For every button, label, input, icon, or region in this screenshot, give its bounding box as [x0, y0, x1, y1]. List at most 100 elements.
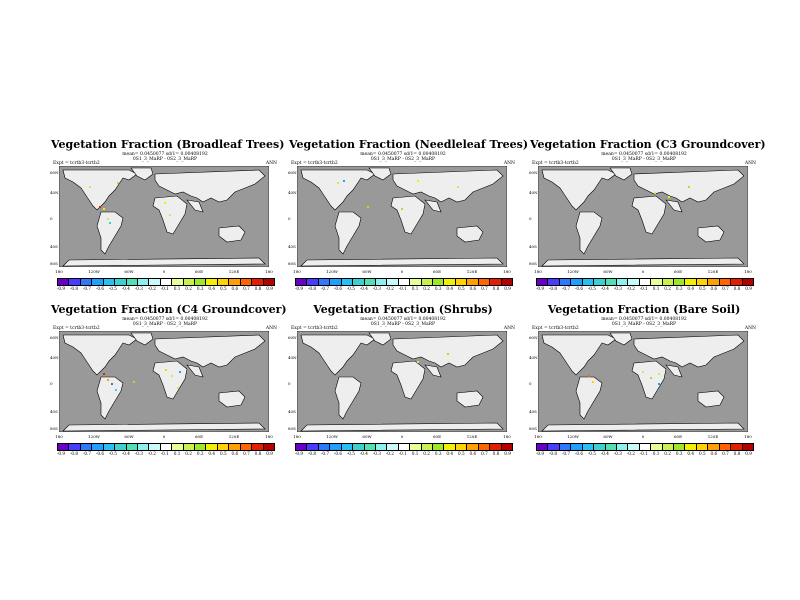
anomaly-cell: [668, 196, 670, 198]
anomaly-cell: [417, 361, 419, 363]
colorbar-tick-label: 0.9: [745, 451, 752, 456]
colorbar-swatch: [398, 279, 411, 285]
lon-tick-label: 120E: [228, 269, 240, 274]
land-mass: [541, 169, 617, 211]
land-mass: [392, 169, 504, 203]
colorbar-tick-label: -0.4: [121, 286, 130, 291]
colorbar-tick-label: 0.3: [196, 451, 204, 456]
map-plot: [59, 166, 269, 267]
colorbar-swatch: [92, 444, 104, 450]
lon-tick-label: 0: [400, 434, 404, 439]
colorbar-swatch: [490, 279, 502, 285]
land-mass: [154, 334, 266, 368]
colorbar-swatch: [296, 279, 308, 285]
lon-tick-label: 180: [293, 434, 301, 439]
land-mass: [575, 376, 603, 420]
lat-tick-label: 60N: [288, 335, 297, 340]
panel-shrubs: Vegetation Fraction (Shrubs) mean= 0.045…: [288, 303, 517, 463]
colorbar-tick-label: 0.1: [652, 451, 660, 456]
lat-tick-label: 40N: [50, 190, 59, 195]
lon-tick-label: 180: [744, 434, 752, 439]
land-mass: [541, 422, 745, 432]
anomaly-cell: [658, 373, 660, 375]
lon-tick-label: 120W: [88, 434, 100, 439]
colorbar-tick-label: 0.9: [266, 286, 273, 291]
colorbar-tick-label: -0.4: [600, 451, 609, 456]
lat-tick-label: 40S: [529, 244, 537, 249]
panel-broadleaf-trees: Vegetation Fraction (Broadleaf Trees) me…: [50, 138, 285, 298]
lon-tick-label: 120E: [707, 269, 719, 274]
lon-tick-label: 60E: [432, 434, 442, 439]
colorbar-swatch: [628, 444, 640, 450]
anomaly-cell: [367, 206, 369, 208]
lat-tick-label: 40S: [288, 409, 296, 414]
colorbar-swatch: [160, 444, 173, 450]
colorbar-tick-label: 0.2: [185, 451, 192, 456]
stats-diff: 0S1_3_MaRP - 0S2_3_MaRP: [370, 157, 436, 162]
colorbar-tick-label: -0.8: [69, 286, 79, 291]
panel-bare-soil: Vegetation Fraction (Bare Soil) mean= 0.…: [529, 303, 758, 463]
panel-needleleaf-trees: Vegetation Fraction (Needleleaf Trees) m…: [288, 138, 528, 298]
colorbar-tick-label: 0.8: [733, 451, 741, 456]
colorbar-swatch: [217, 279, 230, 285]
anomaly-cell: [133, 381, 135, 383]
anomaly-cell: [165, 369, 167, 371]
land-mass: [62, 334, 138, 376]
colorbar-swatch: [548, 279, 560, 285]
colorbar-tick-label: -0.9: [536, 286, 545, 291]
colorbar-swatch: [172, 279, 184, 285]
anomaly-cell: [642, 371, 644, 373]
colorbar-swatch: [137, 279, 150, 285]
anomaly-cell: [164, 202, 166, 204]
colorbar-tick-label: 0.8: [733, 286, 741, 291]
experiment-label: Expt = tcrtb3-tcrtb2: [53, 161, 100, 166]
land-mass: [456, 390, 484, 408]
colorbar-tick-label: -0.5: [108, 451, 117, 456]
lon-tick-label: 180: [265, 434, 273, 439]
colorbar-tick-label: -0.3: [372, 286, 381, 291]
lon-tick-label: 60W: [362, 434, 372, 439]
colorbar-swatch: [58, 279, 70, 285]
stats-mean: mean= 0.0450077 sd/1= 0.00408192: [360, 152, 446, 157]
land-mass: [390, 360, 426, 400]
lon-tick-label: 60E: [194, 269, 204, 274]
colorbar-swatch: [115, 444, 127, 450]
colorbar-swatch: [537, 279, 549, 285]
colorbar-swatch: [80, 444, 93, 450]
anomaly-cell: [688, 186, 690, 188]
colorbar-swatch: [501, 444, 513, 450]
colorbar-tick-label: 0.7: [243, 451, 250, 456]
colorbar-swatch: [80, 279, 93, 285]
colorbar-swatch: [410, 444, 422, 450]
colorbar-tick-label: 0.2: [664, 451, 671, 456]
colorbar-swatch: [731, 444, 743, 450]
colorbar-tick-label: 0.7: [481, 286, 488, 291]
panel-title: Vegetation Fraction (Broadleaf Trees): [51, 138, 285, 151]
colorbar-swatch: [103, 444, 116, 450]
colorbar-swatch: [252, 279, 264, 285]
lon-tick-label: 60W: [603, 434, 613, 439]
anomaly-cell: [117, 182, 119, 184]
colorbar-swatch: [172, 444, 184, 450]
land-mass: [665, 364, 683, 378]
anomaly-cell: [111, 383, 113, 385]
colorbar-tick-label: 0.3: [434, 286, 442, 291]
lat-tick-label: 80S: [288, 261, 296, 266]
land-mass: [62, 422, 266, 432]
colorbar-swatch: [548, 444, 560, 450]
colorbar-swatch: [501, 279, 513, 285]
experiment-label: Expt = tcrtb3-tcrtb2: [532, 326, 579, 331]
colorbar-tick-label: -0.6: [574, 451, 583, 456]
lat-tick-label: 40S: [50, 409, 58, 414]
colorbar-swatch: [115, 279, 127, 285]
lat-tick-label: 40N: [288, 355, 297, 360]
lat-tick-label: 40S: [50, 244, 58, 249]
colorbar-tick-label: 0.5: [698, 451, 706, 456]
colorbar-tick-label: -0.2: [385, 286, 394, 291]
lat-tick-label: 40N: [50, 355, 59, 360]
colorbar-swatch: [605, 279, 617, 285]
lon-tick-label: 120W: [326, 269, 338, 274]
colorbar-swatch: [69, 279, 81, 285]
stats-mean: mean= 0.0450077 sd/1= 0.00408192: [360, 317, 446, 322]
land-mass: [609, 332, 633, 346]
